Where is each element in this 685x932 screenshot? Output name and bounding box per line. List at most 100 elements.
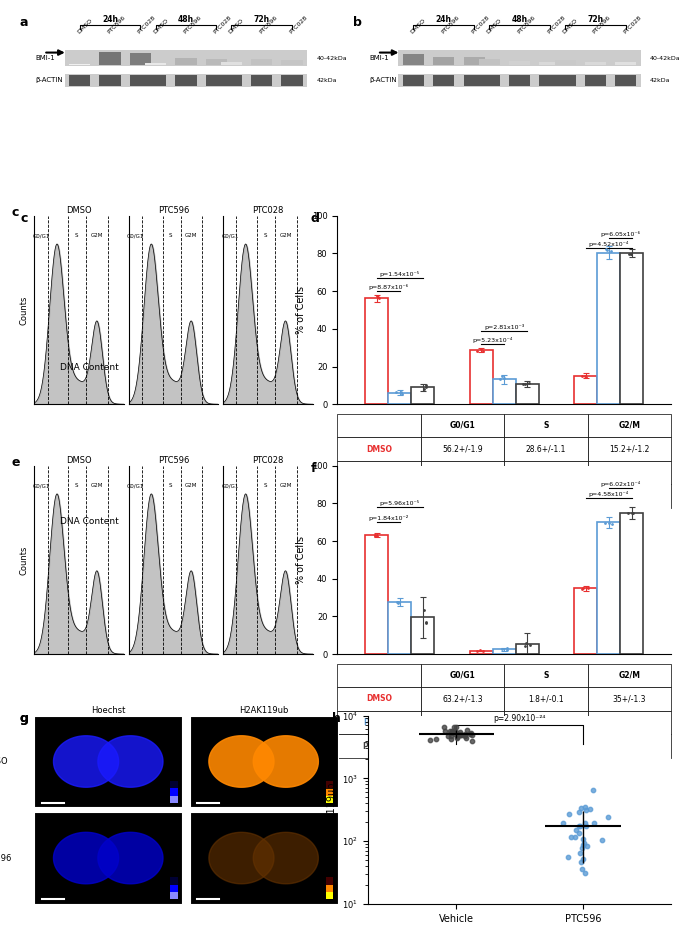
Polygon shape	[253, 735, 319, 788]
Text: c: c	[12, 206, 19, 219]
Bar	[574, 376, 597, 404]
Point	[466, 733, 477, 748]
Point	[372, 290, 383, 305]
Bar	[470, 651, 493, 654]
Bar	[620, 513, 643, 654]
Bar	[171, 877, 178, 884]
Point	[599, 515, 610, 530]
Point	[392, 595, 403, 610]
Text: p=1.54x10⁻⁵: p=1.54x10⁻⁵	[379, 271, 420, 277]
Point	[583, 581, 594, 596]
Bar	[493, 650, 516, 654]
Point	[464, 727, 475, 742]
Text: 42kDa: 42kDa	[650, 78, 671, 83]
Bar	[129, 75, 151, 86]
Bar	[99, 75, 121, 86]
Text: PTC596: PTC596	[107, 15, 127, 34]
Bar	[539, 62, 560, 65]
Text: b: b	[353, 16, 362, 29]
Point	[371, 529, 382, 544]
Title: PTC596: PTC596	[158, 206, 189, 215]
Title: Hoechst: Hoechst	[91, 706, 125, 715]
Text: S: S	[169, 233, 173, 239]
Point	[421, 614, 432, 629]
Bar	[221, 62, 242, 65]
Bar	[433, 57, 454, 65]
Y-axis label: Counts: Counts	[20, 545, 29, 575]
Polygon shape	[53, 832, 119, 884]
Point	[496, 641, 507, 656]
Point	[580, 818, 591, 833]
Point	[393, 595, 404, 610]
Point	[525, 637, 536, 652]
Point	[456, 727, 467, 742]
Text: DMSO: DMSO	[486, 18, 503, 34]
Point	[605, 243, 616, 258]
Point	[575, 818, 586, 833]
Title: H2AK119ub: H2AK119ub	[239, 706, 288, 715]
Text: DMSO: DMSO	[228, 18, 245, 34]
Text: p=4.52x10⁻⁴: p=4.52x10⁻⁴	[588, 240, 629, 247]
Point	[425, 733, 436, 747]
Point	[369, 528, 380, 543]
Bar	[326, 796, 333, 802]
Text: p=2.81x10⁻³: p=2.81x10⁻³	[484, 323, 524, 330]
Bar	[411, 617, 434, 654]
Point	[562, 849, 573, 864]
Point	[501, 642, 512, 657]
Text: G0/G1: G0/G1	[221, 233, 239, 239]
Point	[448, 724, 459, 739]
Point	[580, 816, 591, 830]
Point	[575, 855, 586, 870]
Point	[445, 729, 456, 744]
Text: p=6.05x10⁻⁶: p=6.05x10⁻⁶	[600, 231, 640, 238]
Bar	[516, 384, 538, 404]
Bar	[326, 788, 333, 796]
Text: p=4.58x10⁻⁴: p=4.58x10⁻⁴	[588, 491, 629, 497]
Point	[579, 800, 590, 815]
Bar	[479, 60, 500, 65]
Title: DMSO: DMSO	[66, 206, 92, 215]
Text: 48h: 48h	[512, 15, 527, 24]
Point	[574, 845, 585, 860]
Text: BMI-1: BMI-1	[369, 55, 389, 61]
Bar	[326, 892, 333, 899]
Point	[477, 343, 488, 358]
Point	[446, 724, 457, 739]
Text: G2M: G2M	[91, 233, 103, 239]
Bar	[251, 60, 273, 65]
Point	[580, 368, 590, 383]
FancyBboxPatch shape	[398, 49, 641, 66]
Text: p=1.84x10⁻²: p=1.84x10⁻²	[369, 515, 408, 521]
Text: G0/G1: G0/G1	[127, 484, 145, 488]
Point	[577, 831, 588, 846]
Text: G0/G1: G0/G1	[33, 233, 50, 239]
Point	[623, 505, 634, 520]
Point	[576, 368, 587, 383]
Text: PTC028: PTC028	[213, 15, 233, 34]
Y-axis label: Counts: Counts	[20, 295, 29, 324]
Bar	[597, 253, 620, 404]
Text: DMSO: DMSO	[76, 18, 93, 34]
FancyBboxPatch shape	[398, 75, 641, 87]
Text: e: e	[12, 456, 21, 469]
Text: S: S	[75, 484, 78, 488]
Text: d: d	[310, 212, 319, 225]
Point	[369, 528, 380, 542]
Text: DMSO: DMSO	[562, 18, 579, 34]
Bar	[145, 75, 166, 86]
Point	[431, 732, 442, 747]
Text: p=5.23x10⁻⁴: p=5.23x10⁻⁴	[473, 337, 513, 343]
Point	[606, 516, 617, 531]
Text: DNA Content: DNA Content	[60, 363, 119, 373]
Bar	[388, 392, 411, 404]
Text: PTC028: PTC028	[288, 15, 308, 34]
Point	[601, 243, 612, 258]
FancyBboxPatch shape	[64, 75, 308, 87]
Bar	[539, 75, 560, 86]
Point	[449, 726, 460, 741]
Bar	[470, 350, 493, 404]
Bar	[388, 602, 411, 654]
Bar	[365, 298, 388, 404]
Point	[576, 582, 587, 596]
